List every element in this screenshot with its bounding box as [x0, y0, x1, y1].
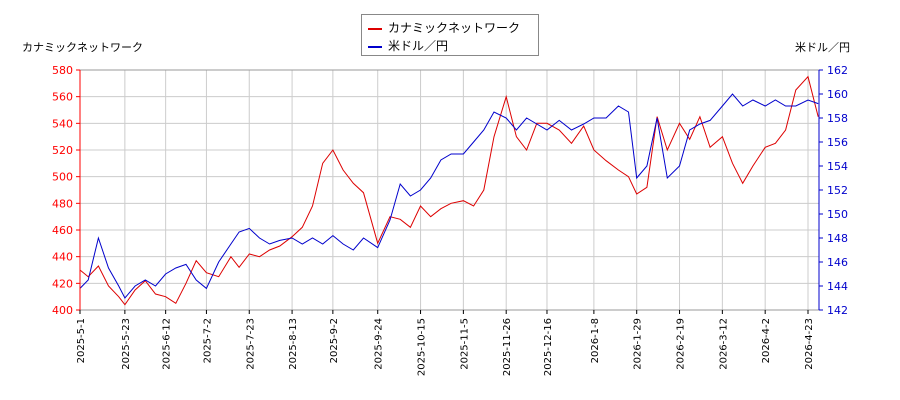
x-tick-label: 2025-5-1 — [76, 318, 87, 363]
series-layer — [79, 75, 819, 306]
right-tick-label: 152 — [827, 184, 848, 197]
left-tick-label: 460 — [52, 224, 73, 237]
legend-item-usdjpy: 米ドル／円 — [368, 37, 448, 54]
right-tick-label: 150 — [827, 208, 848, 221]
left-tick-label: 560 — [52, 91, 73, 104]
legend-label-usdjpy: 米ドル／円 — [388, 39, 449, 53]
x-tick-label: 2026-3-12 — [718, 318, 729, 370]
x-tick-label: 2025-11-26 — [502, 318, 513, 376]
left-axis-title: カナミックネットワーク — [22, 41, 143, 54]
left-tick-label: 500 — [52, 171, 73, 184]
right-axis-title: 米ドル／円 — [795, 41, 850, 54]
x-tick-label: 2025-7-2 — [202, 318, 213, 363]
x-tick-label: 2026-1-29 — [633, 318, 644, 370]
right-tick-label: 158 — [827, 112, 848, 125]
left-tick-label: 580 — [52, 64, 73, 77]
right-tick-label: 142 — [827, 304, 848, 317]
x-tick-label: 2025-10-15 — [417, 318, 428, 376]
right-tick-label: 156 — [827, 136, 848, 149]
right-tick-label: 160 — [827, 88, 848, 101]
plot-area-frame — [79, 69, 820, 311]
x-tick-label: 2025-6-12 — [162, 318, 173, 370]
right-tick-label: 162 — [827, 64, 848, 77]
right-tick-label: 144 — [827, 280, 848, 293]
left-tick-label: 540 — [52, 117, 73, 130]
left-tick-label: 420 — [52, 277, 73, 290]
right-tick-label: 154 — [827, 160, 848, 173]
left-tick-label: 520 — [52, 144, 73, 157]
x-tick-label: 2026-4-2 — [761, 318, 772, 363]
x-tick-label: 2025-12-16 — [543, 318, 554, 376]
left-tick-label: 400 — [52, 304, 73, 317]
x-tick-label: 2025-9-2 — [329, 318, 340, 363]
x-tick-label: 2025-5-23 — [121, 318, 132, 370]
right-tick-label: 148 — [827, 232, 848, 245]
x-tick-label: 2026-4-23 — [804, 318, 815, 370]
x-tick-label: 2025-9-24 — [374, 318, 385, 370]
right-axis: 142 144 146 148 150 152 154 156 158 160 162 — [818, 64, 848, 317]
x-tick-label: 2026-2-19 — [676, 318, 687, 370]
left-tick-label: 440 — [52, 251, 73, 264]
legend: カナミックネットワーク 米ドル／円 — [361, 14, 539, 56]
x-tick-label: 2025-11-5 — [459, 318, 470, 370]
series-line-usdjpy — [79, 93, 819, 299]
x-tick-label: 2025-7-23 — [245, 318, 256, 370]
grid — [79, 69, 819, 311]
left-tick-label: 480 — [52, 197, 73, 210]
x-axis: 2025-5-1 2025-5-23 2025-6-12 2025-7-2 2025-7… — [76, 310, 815, 376]
legend-swatch-stock — [368, 27, 382, 30]
legend-swatch-usdjpy — [368, 45, 382, 48]
left-axis: 400 420 440 460 480 500 520 540 560 580 — [52, 64, 81, 317]
legend-item-stock: カナミックネットワーク — [368, 19, 520, 36]
legend-label-stock: カナミックネットワーク — [388, 21, 521, 35]
series-line-stock — [79, 75, 819, 306]
x-tick-label: 2026-1-8 — [590, 318, 601, 363]
right-tick-label: 146 — [827, 256, 848, 269]
x-tick-label: 2025-8-13 — [288, 318, 299, 370]
